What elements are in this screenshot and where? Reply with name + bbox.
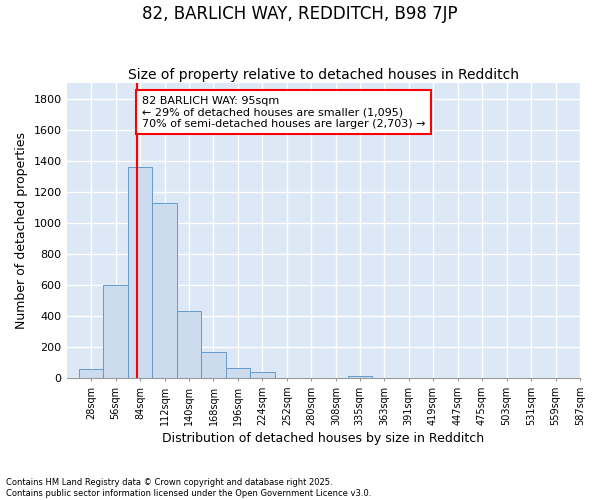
Title: Size of property relative to detached houses in Redditch: Size of property relative to detached ho… — [128, 68, 519, 82]
Bar — [128, 167, 152, 378]
Bar — [202, 352, 226, 378]
Bar — [226, 368, 250, 378]
X-axis label: Distribution of detached houses by size in Redditch: Distribution of detached houses by size … — [162, 432, 484, 445]
Text: 82 BARLICH WAY: 95sqm
← 29% of detached houses are smaller (1,095)
70% of semi-d: 82 BARLICH WAY: 95sqm ← 29% of detached … — [142, 96, 425, 129]
Bar — [250, 372, 275, 378]
Bar — [79, 368, 103, 378]
Text: 82, BARLICH WAY, REDDITCH, B98 7JP: 82, BARLICH WAY, REDDITCH, B98 7JP — [142, 5, 458, 23]
Y-axis label: Number of detached properties: Number of detached properties — [15, 132, 28, 329]
Bar — [152, 202, 176, 378]
Bar — [103, 285, 128, 378]
Text: Contains HM Land Registry data © Crown copyright and database right 2025.
Contai: Contains HM Land Registry data © Crown c… — [6, 478, 371, 498]
Bar — [347, 376, 371, 378]
Bar — [177, 311, 201, 378]
